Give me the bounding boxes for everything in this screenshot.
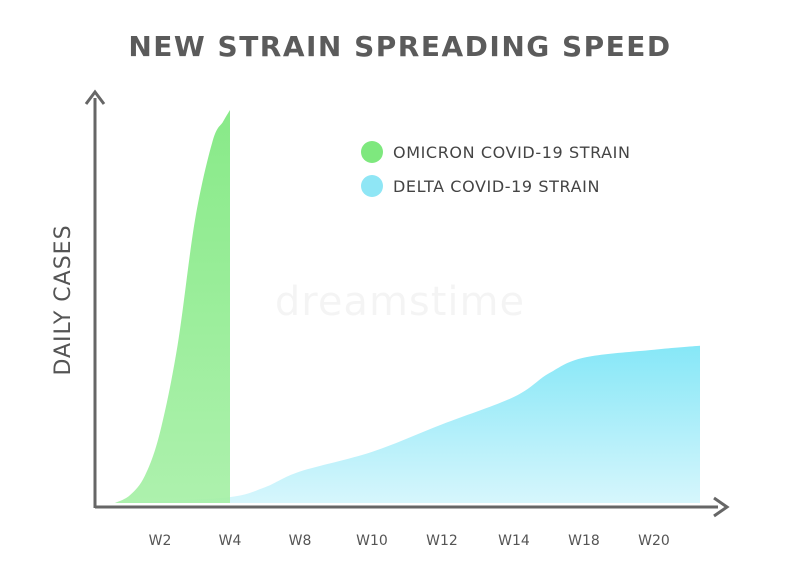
- watermark-text: dreamstime: [275, 279, 525, 325]
- x-tick-labels: W2 W4 W8 W10 W12 W14 W18 W20: [149, 533, 670, 549]
- x-tick-label: W4: [219, 533, 242, 549]
- x-tick-label: W18: [568, 533, 600, 549]
- chart-title: NEW STRAIN SPREADING SPEED: [128, 30, 672, 63]
- area-delta: [115, 345, 700, 503]
- y-axis-label: DAILY CASES: [51, 224, 76, 375]
- legend-item-omicron: OMICRON COVID-19 STRAIN: [361, 141, 631, 163]
- chart-areas: [115, 110, 700, 503]
- legend-label-delta: DELTA COVID-19 STRAIN: [393, 177, 600, 196]
- legend-label-omicron: OMICRON COVID-19 STRAIN: [393, 143, 631, 162]
- y-axis: [84, 89, 106, 508]
- legend-item-delta: DELTA COVID-19 STRAIN: [361, 175, 600, 197]
- x-tick-label: W14: [498, 533, 530, 549]
- x-tick-label: W2: [149, 533, 172, 549]
- x-tick-label: W12: [426, 533, 458, 549]
- x-tick-label: W10: [356, 533, 388, 549]
- x-tick-label: W20: [638, 533, 670, 549]
- legend: OMICRON COVID-19 STRAIN DELTA COVID-19 S…: [361, 141, 631, 197]
- area-omicron: [115, 110, 230, 503]
- x-tick-label: W8: [289, 533, 312, 549]
- legend-marker-delta: [361, 175, 383, 197]
- x-axis: [95, 496, 730, 518]
- legend-marker-omicron: [361, 141, 383, 163]
